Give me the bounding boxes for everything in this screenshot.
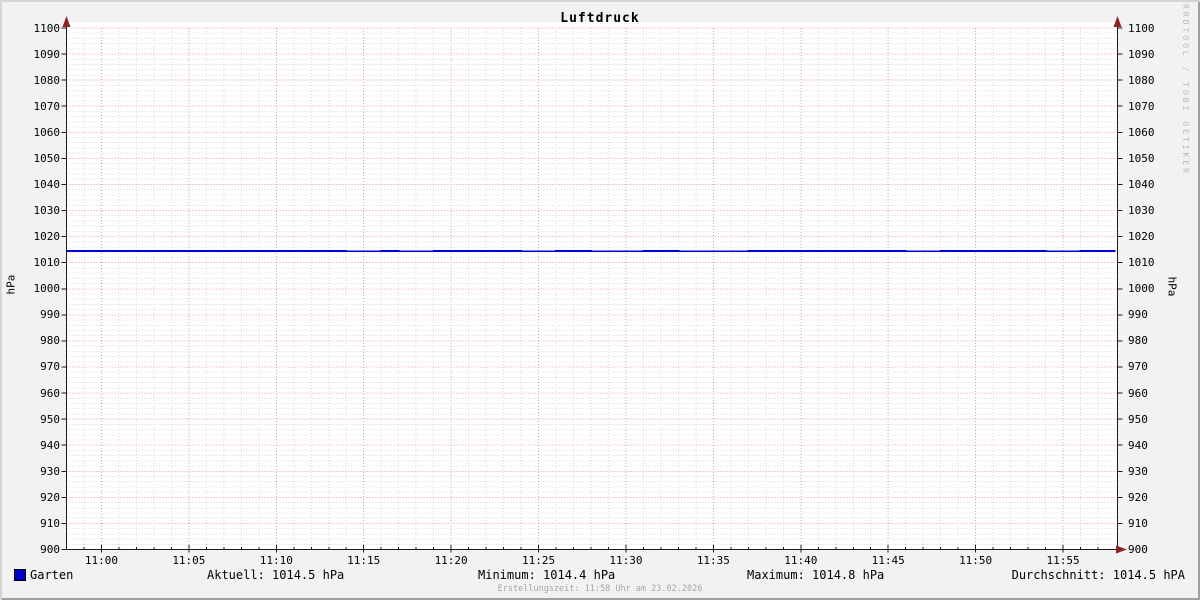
legend-color-swatch — [14, 569, 26, 581]
y-axis-label: 1090 — [33, 47, 61, 61]
x-axis-label: 11:05 — [172, 554, 206, 567]
stat-aktuell: Aktuell: 1014.5 hPa — [207, 568, 345, 582]
y-axis-label: 950 — [40, 412, 60, 426]
y-axis-label: 900 — [40, 543, 60, 556]
y-axis-label: 940 — [1128, 438, 1148, 452]
y-axis-label: 970 — [40, 360, 60, 374]
y-axis-label: 1040 — [33, 177, 61, 191]
y-axis-label: 1100 — [1128, 21, 1155, 35]
y-axis-label: 990 — [1128, 308, 1148, 322]
y-axis-label: 1030 — [33, 204, 61, 218]
y-axis-label: 1100 — [33, 21, 61, 35]
y-axis-label: 1060 — [1128, 125, 1155, 139]
y-axis-label: 980 — [1128, 334, 1148, 348]
x-axis-label: 11:50 — [959, 554, 993, 567]
y-axis-label: 1090 — [1128, 47, 1155, 61]
y-axis-label: 1080 — [1128, 73, 1155, 87]
y-axis-label: 960 — [40, 386, 60, 400]
y-axis-unit-left: hPa — [4, 274, 18, 295]
y-axis-label: 980 — [40, 334, 60, 348]
y-axis-label: 1030 — [1128, 204, 1155, 218]
y-axis-label: 930 — [1128, 464, 1148, 478]
y-axis-label: 920 — [1128, 490, 1148, 504]
chart-title: Luftdruck — [560, 11, 640, 26]
y-axis-label: 1070 — [33, 99, 61, 113]
x-axis-label: 11:30 — [609, 554, 643, 567]
y-axis-label: 950 — [1128, 412, 1148, 426]
y-axis-label: 1080 — [33, 73, 61, 87]
y-axis-label: 970 — [1128, 360, 1148, 374]
y-axis-label: 910 — [40, 516, 60, 530]
y-axis-label: 1020 — [33, 230, 61, 244]
y-axis-label: 1060 — [33, 125, 61, 139]
x-axis-label: 11:35 — [696, 554, 730, 567]
x-axis-label: 11:00 — [84, 554, 119, 567]
y-axis-label: 1000 — [33, 282, 61, 296]
y-axis-label: 1000 — [1128, 282, 1155, 296]
x-axis-label: 11:55 — [1046, 554, 1080, 567]
stat-maximum: Maximum: 1014.8 hPa — [747, 568, 885, 582]
y-axis-label: 900 — [1128, 543, 1148, 556]
x-axis-label: 11:10 — [259, 554, 293, 567]
y-axis-label: 930 — [40, 464, 60, 478]
y-axis-label: 910 — [1128, 516, 1148, 530]
creation-timestamp: Erstellungszeit: 11:58 Uhr am 23.02.2026 — [497, 584, 703, 594]
stat-durchschnitt: Durchschnitt: 1014.5 hPA — [1011, 568, 1185, 582]
y-axis-label: 1010 — [1128, 256, 1155, 270]
x-axis-label: 11:40 — [784, 554, 818, 567]
y-axis-label: 1040 — [1128, 177, 1155, 191]
y-axis-label: 1010 — [33, 256, 61, 270]
y-axis-label: 920 — [40, 490, 60, 504]
y-axis-label: 990 — [40, 308, 60, 322]
y-axis-label: 1050 — [1128, 151, 1155, 165]
legend-series-label: Garten — [30, 568, 74, 582]
x-axis-label: 11:15 — [347, 554, 381, 567]
y-axis-label: 1020 — [1128, 230, 1155, 244]
x-axis-label: 11:20 — [434, 554, 468, 567]
x-axis-label: 11:25 — [521, 554, 556, 567]
y-axis-label: 960 — [1128, 386, 1148, 400]
x-axis-label: 11:45 — [871, 554, 905, 567]
y-axis-label: 1070 — [1128, 99, 1155, 113]
y-axis-label: 1050 — [33, 151, 61, 165]
rrdtool-watermark: RRDTOOL / TOBI OETIKER — [1181, 4, 1190, 176]
stat-minimum: Minimum: 1014.4 hPa — [478, 568, 616, 582]
y-axis-label: 940 — [40, 438, 60, 452]
